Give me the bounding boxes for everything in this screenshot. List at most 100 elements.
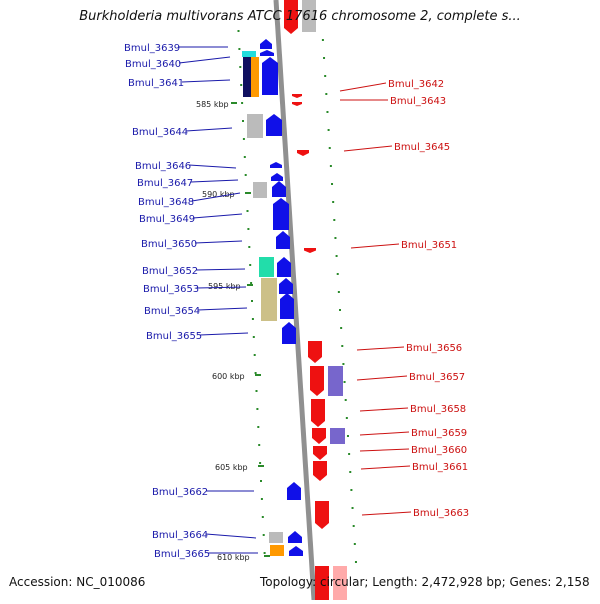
forward-gene-arrow [266, 114, 282, 136]
kbp-label: 610 kbp [217, 553, 250, 562]
scale-dot [242, 138, 245, 140]
reverse-gene-arrow [308, 341, 322, 363]
gene-box-cyan [242, 51, 256, 57]
scale-dot [335, 255, 338, 257]
reverse-gene-arrow [313, 461, 327, 481]
scale-dot [324, 75, 327, 77]
gene-label-right: Bmul_3643 [390, 96, 446, 107]
scale-dot [343, 381, 346, 383]
gene-leader-line [359, 407, 409, 412]
gene-leader-line [191, 192, 241, 202]
gene-label-left: Bmul_3654 [144, 306, 200, 317]
reverse-gene-arrow [313, 446, 327, 460]
forward-gene-arrow [272, 181, 286, 197]
gene-box-gray [253, 182, 267, 198]
scale-dot [337, 291, 340, 293]
reference-line [273, 0, 317, 601]
reverse-gene-arrow [292, 102, 302, 106]
gene-leader-line [205, 533, 257, 539]
scale-dot [340, 327, 343, 329]
scale-dot [251, 300, 253, 302]
gene-leader-line [356, 346, 405, 351]
gene-leader-line [339, 82, 387, 92]
gene-leader-line [185, 127, 233, 132]
gene-leader-line [178, 56, 231, 64]
scale-dot [329, 165, 332, 167]
forward-gene-arrow [277, 257, 291, 277]
gene-label-right: Bmul_3656 [406, 343, 462, 354]
scale-dot [242, 120, 244, 122]
hypothetical-gene-box [302, 0, 316, 32]
scale-dot [350, 489, 353, 491]
scale-dot [259, 462, 262, 464]
scale-dot [239, 66, 242, 68]
scale-dot [262, 534, 265, 536]
gene-label-right: Bmul_3663 [413, 508, 469, 519]
scale-dot [348, 453, 351, 455]
forward-gene-arrow [260, 39, 272, 49]
gene-label-right: Bmul_3659 [411, 428, 467, 439]
forward-gene-arrow [262, 57, 278, 95]
forward-gene-arrow [273, 198, 289, 230]
reverse-gene-arrow [311, 399, 325, 427]
forward-gene-arrow [270, 162, 282, 168]
gene-box-gray [269, 532, 283, 543]
gene-box-navy [243, 57, 251, 97]
scale-dot [252, 336, 255, 338]
gene-label-left: Bmul_3640 [125, 59, 181, 70]
reverse-gene-arrow [315, 566, 329, 600]
gene-box-khaki [261, 278, 277, 321]
gene-leader-line [359, 431, 410, 436]
gene-label-right: Bmul_3657 [409, 372, 465, 383]
gene-box-purple [328, 366, 343, 396]
gene-box-purple [330, 428, 345, 444]
scale-dot [248, 246, 251, 248]
scale-dot [250, 282, 253, 284]
scale-dot [349, 471, 352, 473]
gene-box-orange [251, 57, 259, 97]
reverse-gene-arrow [312, 428, 326, 444]
scale-dot [332, 201, 335, 203]
scale-dot [323, 57, 326, 59]
scale-dot [342, 363, 345, 365]
kbp-label: 590 kbp [202, 190, 235, 199]
reverse-gene-arrow [297, 150, 309, 156]
forward-gene-arrow [279, 278, 293, 294]
forward-gene-arrow [260, 50, 274, 56]
scale-dot [328, 147, 331, 149]
forward-gene-arrow [282, 322, 296, 344]
gene-label-right: Bmul_3660 [411, 445, 467, 456]
gene-leader-line [350, 243, 400, 249]
gene-label-left: Bmul_3647 [137, 178, 193, 189]
scale-dot [249, 264, 252, 266]
gene-leader-line [190, 179, 239, 183]
scale-dot [339, 309, 341, 311]
scale-dot [237, 30, 240, 32]
scale-dot [247, 228, 250, 230]
scale-dot [334, 237, 337, 239]
scale-dot [341, 345, 344, 347]
scale-dot [254, 372, 257, 374]
scale-dot [256, 408, 259, 410]
gene-box-teal [259, 257, 274, 277]
scale-dot [327, 129, 330, 131]
scale-dot [325, 93, 328, 95]
map-title: Burkholderia multivorans ATCC 17616 chro… [79, 9, 521, 24]
gene-label-left: Bmul_3653 [143, 284, 199, 295]
scale-dot [253, 354, 256, 356]
gene-label-right: Bmul_3642 [388, 79, 444, 90]
gene-label-right: Bmul_3651 [401, 240, 457, 251]
gene-label-left: Bmul_3649 [139, 214, 195, 225]
gene-leader-line [196, 286, 247, 289]
scale-dot [345, 417, 348, 419]
gene-label-right: Bmul_3661 [412, 462, 468, 473]
scale-dot [258, 444, 261, 446]
gene-label-left: Bmul_3644 [132, 127, 188, 138]
scale-dot [331, 183, 334, 185]
gene-leader-line [181, 79, 231, 83]
forward-gene-arrow [287, 482, 301, 500]
scale-dot [344, 399, 347, 401]
reverse-gene-arrow [304, 248, 316, 253]
